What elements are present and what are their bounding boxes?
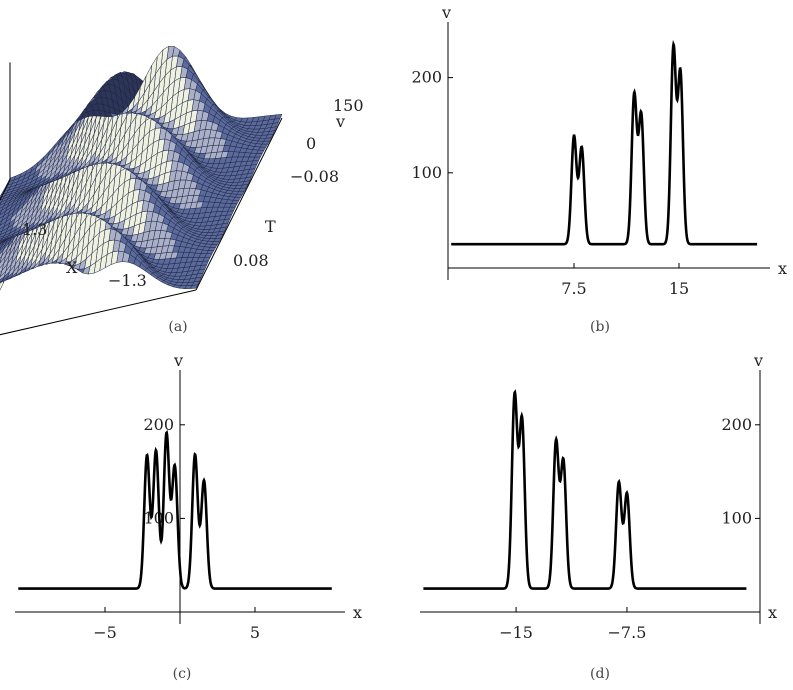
caption-c: (c)	[173, 666, 192, 682]
y-tick-label: 100	[721, 508, 752, 527]
x-tick-label: 5	[250, 623, 260, 642]
surface-cell	[0, 246, 2, 251]
panel-a-surface-plot: 150 v 0 −0.08 T 0.08 1.3 X −1.3	[0, 45, 364, 336]
series-line	[451, 39, 758, 246]
surface-cell	[0, 215, 5, 222]
x-tick-label: −7.5	[608, 623, 647, 642]
x-axis-label: x	[778, 259, 787, 278]
caption-d: (d)	[590, 666, 610, 682]
surface-cell	[0, 249, 4, 259]
x-axis-label: X	[66, 258, 78, 277]
surface-cell	[0, 263, 4, 273]
panel-b-line-chart: x v 7.5 15 100 200	[411, 3, 787, 298]
surface-box-frame	[0, 62, 283, 336]
caption-a: (a)	[168, 319, 187, 335]
series-line	[423, 389, 747, 590]
y-tick-label: 100	[411, 163, 442, 182]
surface-cell	[0, 220, 3, 226]
x-axis-label: x	[353, 603, 362, 622]
x-tick-label: −15	[499, 623, 533, 642]
x-tick-label: −5	[93, 623, 117, 642]
t-tick-pos: 0.08	[233, 251, 269, 270]
y-axis-label: v	[441, 3, 451, 22]
x-tick-label: 7.5	[561, 279, 586, 298]
v-tick-0: 0	[306, 134, 316, 153]
surface-cell	[0, 242, 4, 249]
caption-b: (b)	[590, 319, 610, 335]
t-axis-label: T	[265, 217, 276, 236]
surface-mesh	[0, 45, 283, 291]
v-tick-150: 150	[333, 96, 364, 115]
box-edge	[0, 289, 197, 336]
surface-cell	[0, 205, 4, 212]
t-tick-neg: −0.08	[290, 167, 339, 186]
y-axis-label: v	[173, 351, 183, 370]
series-line	[18, 429, 332, 590]
surface-cell	[0, 209, 3, 215]
x-axis-label: x	[768, 603, 777, 622]
y-tick-label: 200	[721, 415, 752, 434]
box-edge	[195, 117, 283, 291]
x-tick-pos: 1.3	[22, 220, 47, 239]
y-tick-label: 200	[411, 68, 442, 87]
surface-cell	[0, 237, 4, 241]
y-tick-label: 200	[143, 415, 174, 434]
y-axis-label: v	[753, 351, 763, 370]
v-axis-label: v	[335, 112, 345, 131]
panel-d-line-chart: x v −15 −7.5 100 200	[420, 351, 777, 642]
x-tick-neg: −1.3	[108, 271, 147, 290]
x-tick-label: 15	[669, 279, 689, 298]
